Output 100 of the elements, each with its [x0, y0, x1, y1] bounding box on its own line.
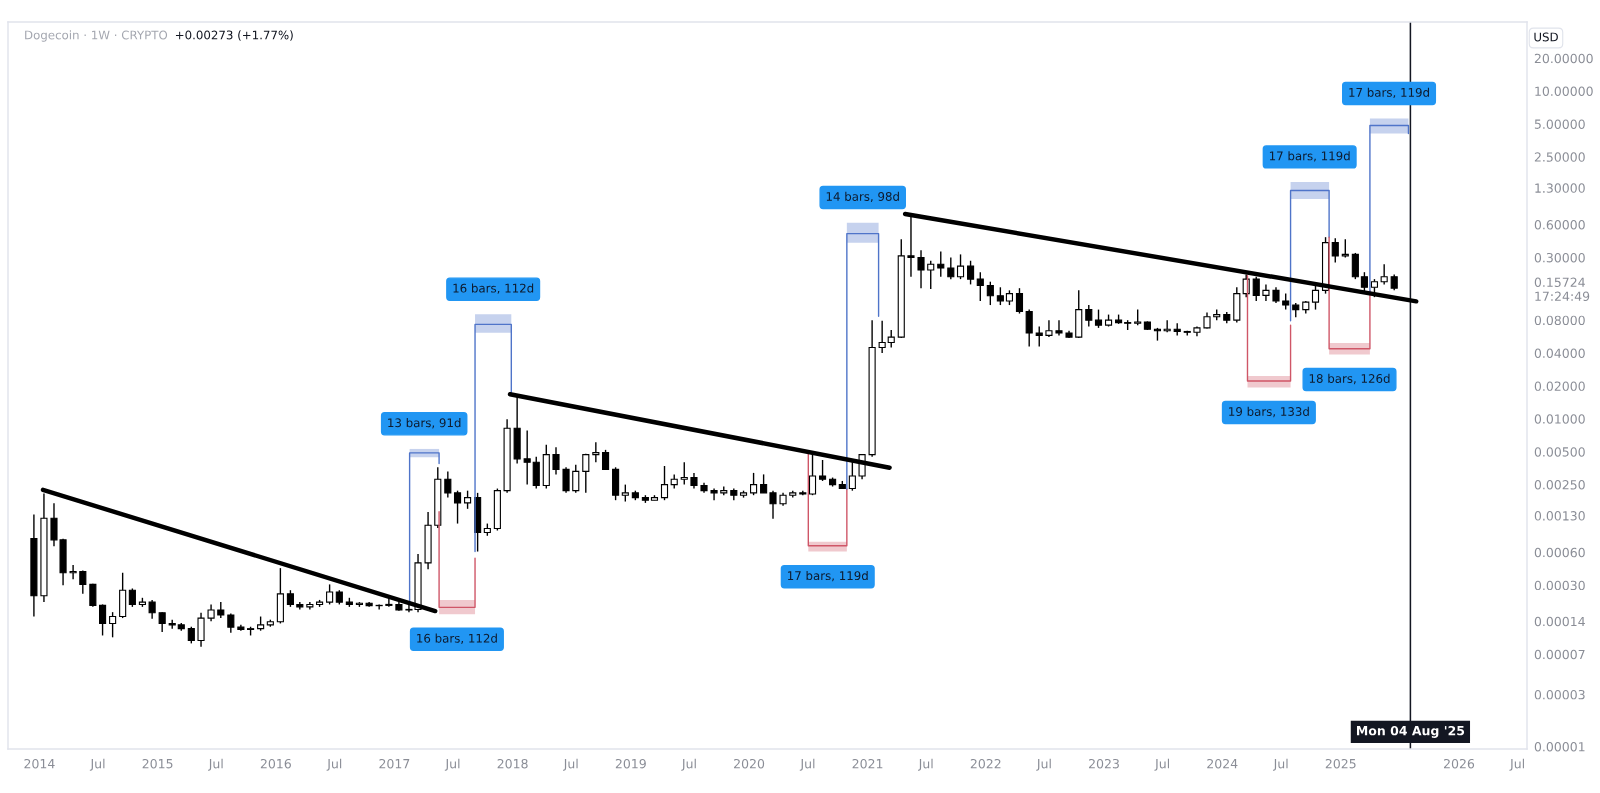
annotation: 19 bars, 133d: [1229, 406, 1309, 418]
candlestick: [532, 456, 540, 490]
x-tick-label: 2023: [1089, 758, 1119, 769]
x-tick-label: Jul: [1154, 758, 1169, 771]
y-tick-label: 0.00007: [1534, 649, 1585, 660]
candlestick: [444, 470, 452, 499]
x-tick-label: 2022: [970, 758, 1001, 769]
candlestick: [1380, 263, 1388, 286]
y-tick-label: 0.00500: [1534, 447, 1585, 457]
candlestick: [1085, 304, 1093, 328]
y-axis-title: USD: [1534, 32, 1558, 42]
candlestick: [750, 472, 758, 496]
candlestick: [1370, 278, 1379, 298]
y-tick-label: 0.15724 17:24:49: [1534, 277, 1590, 301]
candlestick: [1262, 283, 1270, 302]
candlestick: [1035, 325, 1043, 348]
y-tick-label: 5.00000: [1534, 119, 1585, 129]
candlestick: [927, 260, 935, 290]
annotation: 16 bars, 112d: [453, 283, 534, 294]
candlestick: [523, 429, 531, 486]
y-tick-label: 1.30000: [1535, 183, 1585, 193]
candlestick: [907, 214, 915, 278]
x-tick-label: Jul: [326, 758, 342, 771]
candlestick: [769, 489, 777, 520]
y-tick-label: 0.08000: [1534, 315, 1585, 326]
candlestick: [128, 587, 136, 608]
y-tick-label: 0.01000: [1534, 414, 1585, 424]
x-tick-label: 2025: [1325, 758, 1356, 769]
y-tick-label: 0.60000: [1534, 220, 1585, 230]
annotation: 14 bars, 98d: [826, 191, 899, 203]
candlestick: [760, 473, 768, 494]
candlestick: [986, 281, 994, 306]
ref-line-label: Mon 04 Aug '25: [1356, 725, 1465, 738]
annotation: 17 bars, 119d: [1349, 87, 1429, 99]
annotation: 18 bars, 126d: [1309, 373, 1390, 385]
candlestick: [680, 461, 688, 486]
candlestick: [1351, 252, 1359, 280]
candlestick: [572, 464, 580, 494]
y-tick-label: 0.00130: [1534, 511, 1585, 521]
x-tick-label: 2024: [1207, 758, 1238, 769]
x-tick-label: 2014: [24, 758, 55, 769]
x-tick-label: Jul: [918, 758, 933, 771]
candlestick: [99, 603, 107, 637]
candlestick: [976, 271, 984, 302]
candlestick: [1331, 237, 1339, 264]
y-tick-label: 0.00003: [1534, 689, 1585, 700]
candlestick: [1015, 287, 1024, 315]
y-tick-label: 0.00001: [1534, 742, 1585, 752]
candlestick: [197, 612, 205, 648]
candlestick: [79, 569, 87, 595]
text: +0.00273 (+1.77%): [175, 30, 293, 41]
y-tick-label: 2.50000: [1534, 152, 1585, 162]
candlestick: [69, 564, 77, 580]
candlestick: [956, 253, 965, 280]
annotation: 16 bars, 112d: [417, 633, 497, 644]
x-tick-label: 2015: [142, 758, 173, 769]
x-tick-label: 2021: [852, 758, 883, 769]
x-tick-label: Jul: [1272, 758, 1288, 771]
candlestick: [937, 250, 945, 278]
candlestick: [1055, 319, 1063, 337]
candlestick: [660, 465, 669, 501]
x-tick-label: Jul: [208, 758, 223, 771]
annotation: 17 bars, 119d: [788, 570, 868, 582]
x-tick-label: Jul: [1036, 758, 1051, 771]
candlestick: [464, 489, 472, 510]
candlestick: [109, 611, 117, 639]
y-tick-label: 0.02000: [1534, 381, 1585, 391]
candlestick: [592, 441, 600, 463]
x-tick-label: Jul: [681, 758, 696, 771]
candlestick: [1025, 308, 1033, 348]
candlestick: [385, 597, 393, 608]
x-tick-label: 2018: [497, 758, 528, 769]
candlestick: [1045, 319, 1053, 338]
x-tick-label: 2017: [379, 758, 410, 769]
y-tick-label: 0.04000: [1534, 348, 1585, 358]
x-tick-label: 2020: [734, 758, 765, 769]
candlestick: [917, 249, 925, 289]
x-tick-label: 2016: [260, 758, 291, 769]
candlestick: [1094, 308, 1103, 329]
annotation: 13 bars, 91d: [388, 418, 461, 429]
y-tick-label: 0.00014: [1534, 616, 1585, 627]
y-tick-label: 0.00060: [1534, 547, 1585, 558]
y-tick-label: 0.00250: [1534, 480, 1585, 490]
candlestick: [878, 320, 886, 354]
x-tick-label: 2026: [1443, 758, 1475, 769]
candlestick: [453, 489, 462, 525]
candlestick: [552, 446, 560, 476]
candlestick: [582, 452, 590, 494]
x-tick-label: 2019: [615, 758, 646, 769]
x-tick-label: Jul: [89, 758, 105, 771]
x-tick-label: Jul: [444, 758, 460, 771]
candlestick: [158, 611, 166, 633]
x-tick-label: Jul: [1509, 758, 1524, 771]
x-tick-label: Jul: [563, 758, 578, 771]
candlestick: [947, 256, 955, 280]
candlestick: [818, 459, 827, 482]
y-tick-label: 0.00030: [1534, 580, 1585, 591]
y-tick-label: 20.00000: [1534, 53, 1593, 64]
annotation: 17 bars, 119d: [1269, 151, 1350, 162]
candlestick: [562, 466, 570, 494]
